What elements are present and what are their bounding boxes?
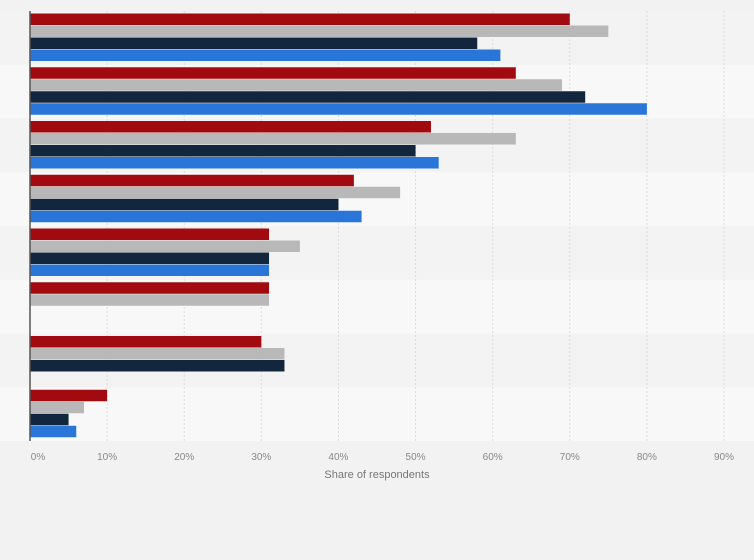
category-band (0, 387, 754, 441)
x-tick-label: 50% (406, 452, 426, 463)
bar (30, 198, 339, 211)
bar (30, 282, 270, 294)
bar (30, 174, 354, 187)
x-tick-label: 80% (637, 452, 657, 463)
bar (30, 228, 270, 240)
bar (30, 133, 516, 145)
bar (30, 264, 270, 276)
bar (30, 294, 270, 306)
x-tick-label: 70% (560, 452, 580, 463)
bar (30, 348, 285, 360)
x-tick-label: 10% (97, 452, 117, 463)
bar (30, 121, 431, 133)
bar (30, 413, 69, 426)
bar (30, 186, 401, 199)
x-tick-label: 0% (31, 452, 46, 463)
x-tick-label: 20% (174, 452, 194, 463)
bar (30, 425, 77, 438)
bar (30, 103, 647, 115)
bar (30, 67, 516, 79)
bar (30, 252, 270, 264)
bar (30, 360, 285, 372)
bar (30, 210, 362, 223)
bar (30, 49, 501, 61)
bar (30, 13, 570, 25)
bars (30, 13, 647, 438)
bar (30, 79, 563, 91)
x-axis-title: Share of respondents (324, 469, 430, 481)
bar (30, 336, 262, 348)
bar (30, 37, 478, 49)
x-tick-label: 30% (251, 452, 271, 463)
bar (30, 157, 439, 169)
x-tick-label: 60% (483, 452, 503, 463)
bar (30, 240, 300, 252)
bar (30, 25, 609, 37)
bar (30, 389, 108, 402)
bar (30, 401, 84, 414)
bar (30, 91, 586, 103)
bar (30, 145, 416, 157)
x-tick-label: 90% (714, 452, 734, 463)
x-tick-label: 40% (328, 452, 348, 463)
x-tick-labels: 0% 10% 20% 30% 40% 50% 60% 70% 80% 90% (31, 452, 734, 463)
